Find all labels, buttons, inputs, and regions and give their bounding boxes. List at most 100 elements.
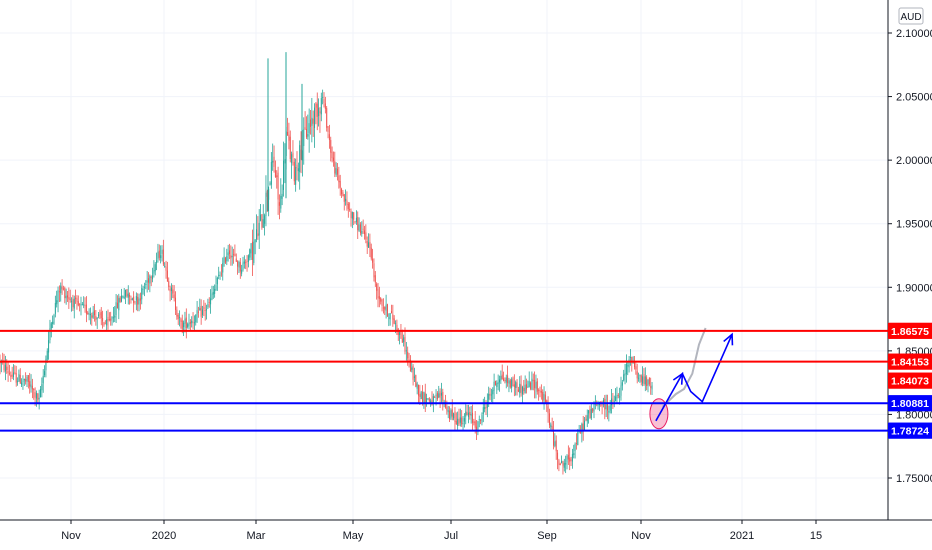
candle-body-261 (351, 211, 353, 219)
candle-body-103 (138, 298, 140, 305)
candle-body-434 (585, 418, 587, 421)
candle-body-138 (185, 317, 187, 329)
candle-body-95 (127, 293, 129, 298)
candle-body-301 (405, 350, 407, 352)
candle-body-54 (72, 299, 74, 308)
candle-body-415 (559, 463, 561, 466)
candle-body-306 (412, 366, 414, 380)
candle-body-393 (530, 382, 532, 389)
candle-body-341 (459, 417, 461, 423)
candle-body-374 (504, 380, 506, 382)
x-tick-label-5: Sep (537, 530, 557, 542)
candle-body-397 (535, 381, 537, 389)
candle-body-235 (316, 103, 318, 117)
candle-body-268 (361, 230, 363, 234)
candle-body-220 (296, 164, 298, 169)
candle-body-332 (447, 410, 449, 413)
candle-body-177 (238, 261, 240, 268)
candle-body-221 (297, 168, 299, 172)
candle-body-346 (466, 412, 468, 416)
candle-body-222 (299, 145, 301, 173)
candle-body-276 (372, 258, 374, 263)
candle-body-420 (566, 456, 568, 463)
candle-body-8 (10, 375, 12, 377)
candle-body-422 (569, 457, 571, 462)
candle-body-152 (204, 309, 206, 311)
candle-body-233 (314, 107, 316, 128)
candle-body-409 (551, 426, 553, 431)
candle-body-303 (408, 359, 410, 361)
candle-body-157 (211, 293, 213, 300)
candle-body-436 (588, 410, 590, 414)
candle-body-98 (131, 298, 133, 301)
candle-body-356 (480, 419, 482, 421)
candle-body-333 (449, 410, 451, 420)
candle-body-81 (108, 319, 110, 321)
candle-body-318 (428, 398, 430, 402)
candle-body-101 (135, 296, 137, 301)
candle-body-37 (49, 328, 51, 341)
candle-body-170 (229, 250, 230, 255)
candle-body-291 (392, 314, 394, 320)
level-label-top-1: 1.84153 (891, 357, 929, 369)
candle-body-343 (462, 423, 464, 424)
level-label-top-0: 1.86575 (891, 326, 929, 338)
candle-body-479 (646, 377, 648, 387)
candle-body-211 (284, 159, 286, 164)
candle-body-334 (450, 410, 452, 419)
candle-body-168 (226, 256, 228, 262)
candle-body-282 (380, 298, 382, 302)
candle-body-241 (324, 103, 326, 109)
candle-body-353 (476, 426, 478, 432)
candle-body-30 (40, 389, 41, 398)
candle-body-105 (141, 288, 143, 300)
candle-body-339 (457, 418, 459, 426)
candle-body-363 (489, 393, 491, 396)
candle-body-207 (278, 202, 280, 206)
candle-body-202 (272, 160, 274, 163)
candle-body-457 (616, 395, 618, 399)
candle-body-472 (636, 371, 638, 379)
candle-body-432 (582, 423, 584, 432)
candle-body-140 (188, 322, 190, 326)
candle-body-372 (501, 374, 503, 380)
candle-body-124 (166, 270, 168, 282)
candle-body-418 (563, 462, 565, 468)
candle-body-62 (83, 304, 85, 306)
candle-body-250 (337, 168, 338, 175)
candle-body-176 (237, 261, 239, 267)
candle-body-459 (619, 396, 621, 398)
candle-body-480 (647, 379, 649, 386)
candle-body-416 (561, 460, 563, 464)
candle-body-458 (617, 394, 619, 396)
candle-body-267 (359, 224, 361, 234)
candle-body-396 (534, 379, 536, 389)
candle-body-423 (570, 459, 572, 461)
candle-body-286 (385, 304, 387, 311)
candle-body-14 (18, 373, 20, 382)
candle-body-172 (231, 256, 233, 258)
y-tick-label-4: 1.90000 (896, 282, 932, 294)
candle-body-414 (558, 460, 560, 465)
candle-body-167 (224, 257, 226, 263)
candle-body-337 (454, 411, 456, 422)
candle-body-48 (64, 287, 66, 299)
candle-body-450 (607, 404, 608, 411)
candle-body-91 (122, 296, 124, 298)
candle-body-24 (31, 385, 33, 390)
candle-body-285 (384, 306, 386, 310)
candle-body-23 (30, 384, 32, 388)
candle-body-73 (98, 314, 100, 317)
candle-body-335 (451, 409, 453, 417)
candle-body-360 (485, 407, 487, 409)
candle-body-264 (355, 217, 357, 222)
candle-body-46 (61, 286, 63, 290)
candle-body-476 (642, 376, 644, 384)
candle-body-410 (553, 429, 554, 446)
candle-body-271 (365, 232, 367, 240)
candle-body-263 (354, 221, 356, 223)
candle-body-338 (455, 420, 457, 425)
level-label-top-2: 1.80881 (891, 398, 929, 410)
candle-body-126 (169, 288, 171, 292)
